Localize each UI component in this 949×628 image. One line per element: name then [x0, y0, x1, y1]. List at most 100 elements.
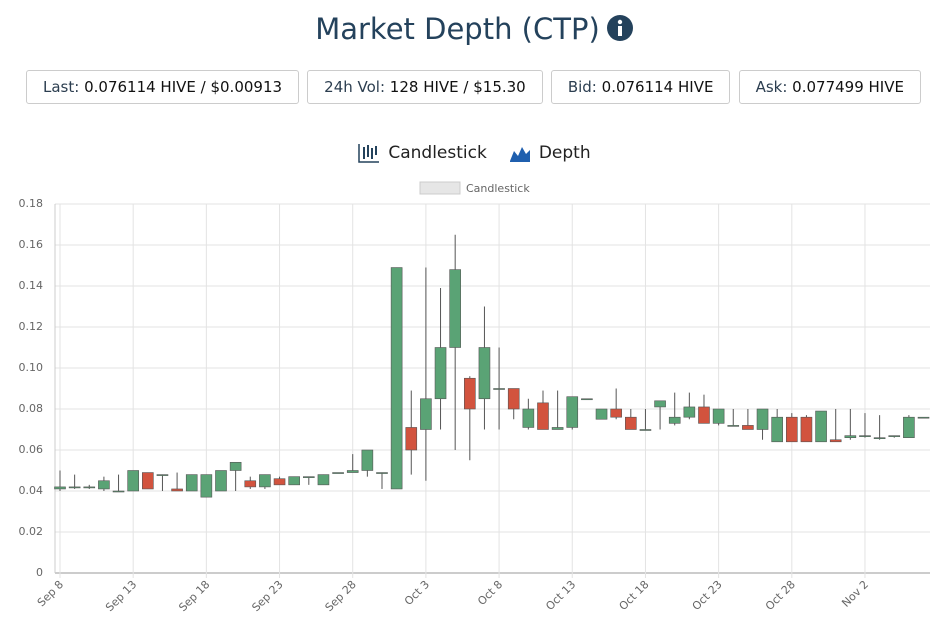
y-tick-label: 0.16	[19, 238, 44, 251]
candle-body	[859, 435, 871, 437]
candle-body	[332, 472, 344, 474]
candle-body	[771, 416, 783, 443]
candle-body	[303, 476, 315, 478]
candle-body	[551, 427, 564, 430]
stat-value: 0.077499 HIVE	[792, 78, 904, 96]
candle-body	[464, 377, 476, 410]
x-tick-label: Oct 3	[402, 578, 432, 608]
stat-value: 128 HIVE / $15.30	[389, 78, 526, 96]
candle-body	[566, 396, 579, 428]
x-tick-label: Oct 8	[475, 578, 505, 608]
y-tick-label: 0.14	[19, 279, 44, 292]
x-tick-label: Sep 13	[103, 578, 139, 614]
x-tick-label: Sep 8	[35, 578, 66, 609]
candle-body	[288, 476, 300, 486]
candle-body	[449, 269, 461, 348]
candle-body	[390, 267, 403, 490]
candle-body	[54, 486, 66, 490]
depth-icon	[509, 147, 530, 162]
candle-body	[127, 470, 139, 492]
y-tick-label: 0.06	[19, 443, 44, 456]
candle-body	[537, 402, 549, 430]
tab-label: Depth	[538, 143, 591, 163]
stats-row: Last: 0.076114 HIVE / $0.00913 24h Vol: …	[26, 70, 921, 104]
candle-body	[654, 400, 666, 408]
stat-label: Bid:	[567, 78, 597, 96]
y-tick-label: 0.12	[19, 320, 44, 333]
tabs: Candlestick Depth	[0, 143, 949, 163]
candle-body	[581, 398, 593, 401]
candle-body	[171, 488, 183, 492]
candle-body	[478, 347, 491, 400]
stat-value: 0.076114 HIVE / $0.00913	[84, 78, 283, 96]
candle-body	[229, 461, 242, 471]
candle-body	[785, 416, 798, 443]
x-tick-label: Oct 18	[617, 578, 652, 613]
candle-body	[98, 480, 110, 490]
candle-body	[800, 416, 813, 443]
candle-body	[259, 474, 271, 488]
candle-body	[68, 486, 81, 489]
candle-body	[668, 416, 681, 424]
y-tick-label: 0.10	[19, 361, 44, 374]
stat-box: Ask: 0.077499 HIVE	[738, 70, 921, 104]
title-bar: Market Depth (CTP)	[0, 12, 949, 46]
x-tick-label: Sep 18	[176, 578, 212, 614]
tab-label: Candlestick	[388, 143, 487, 163]
candle-body	[185, 474, 198, 492]
y-tick-label: 0.04	[19, 484, 44, 497]
candle-body	[244, 480, 257, 488]
x-tick-label: Oct 13	[543, 578, 578, 613]
candle-body	[625, 416, 637, 430]
candle-body	[273, 478, 286, 486]
candle-body	[727, 425, 740, 427]
candle-body	[756, 408, 769, 430]
stat-label: Last:	[43, 78, 80, 96]
candle-body	[873, 437, 886, 440]
stat-label: Ask:	[755, 78, 788, 96]
candle-body	[844, 435, 857, 438]
candle-body	[361, 449, 374, 471]
candle-body	[610, 408, 622, 418]
candle-body	[346, 470, 359, 473]
candle-body	[917, 416, 930, 419]
tab[interactable]: Candlestick	[358, 143, 487, 163]
candle-body	[376, 472, 388, 474]
candle-body	[507, 388, 520, 410]
page-title: Market Depth (CTP)	[315, 12, 600, 46]
tab[interactable]: Depth	[509, 143, 591, 163]
candle-body	[317, 474, 330, 486]
candle-body	[712, 408, 725, 424]
stat-value: 0.076114 HIVE	[601, 78, 714, 96]
candle-body	[595, 408, 608, 420]
candle-body	[522, 408, 535, 428]
y-tick-label: 0.02	[19, 525, 44, 538]
candle-body	[742, 425, 754, 430]
y-tick-label: 0	[36, 566, 43, 579]
candle-body	[639, 429, 652, 431]
legend-swatch[interactable]	[419, 181, 461, 195]
candle-body	[200, 474, 213, 498]
info-icon[interactable]	[606, 14, 634, 42]
stat-label: 24h Vol:	[324, 78, 386, 96]
legend-label[interactable]: Candlestick	[466, 182, 530, 195]
candle-body	[683, 406, 696, 418]
candle-body	[829, 439, 842, 443]
candle-body	[405, 427, 418, 451]
stat-box: Bid: 0.076114 HIVE	[550, 70, 731, 104]
x-tick-label: Sep 23	[249, 578, 285, 614]
x-tick-label: Oct 28	[763, 578, 798, 613]
candle-body	[434, 347, 447, 400]
y-tick-label: 0.18	[19, 197, 44, 210]
candle-body	[142, 472, 154, 490]
candle-body	[420, 398, 432, 430]
candle-body	[493, 388, 505, 390]
x-tick-label: Sep 28	[323, 578, 359, 614]
candle-body	[83, 486, 96, 489]
candle-body	[903, 416, 915, 438]
candle-body	[112, 490, 125, 493]
candle-body	[888, 435, 901, 437]
stat-box: 24h Vol: 128 HIVE / $15.30	[307, 70, 543, 104]
chart: Candlestick 0 0.02 0.04 0.06 0.08 0.10 0.12 0.1…	[19, 181, 930, 614]
